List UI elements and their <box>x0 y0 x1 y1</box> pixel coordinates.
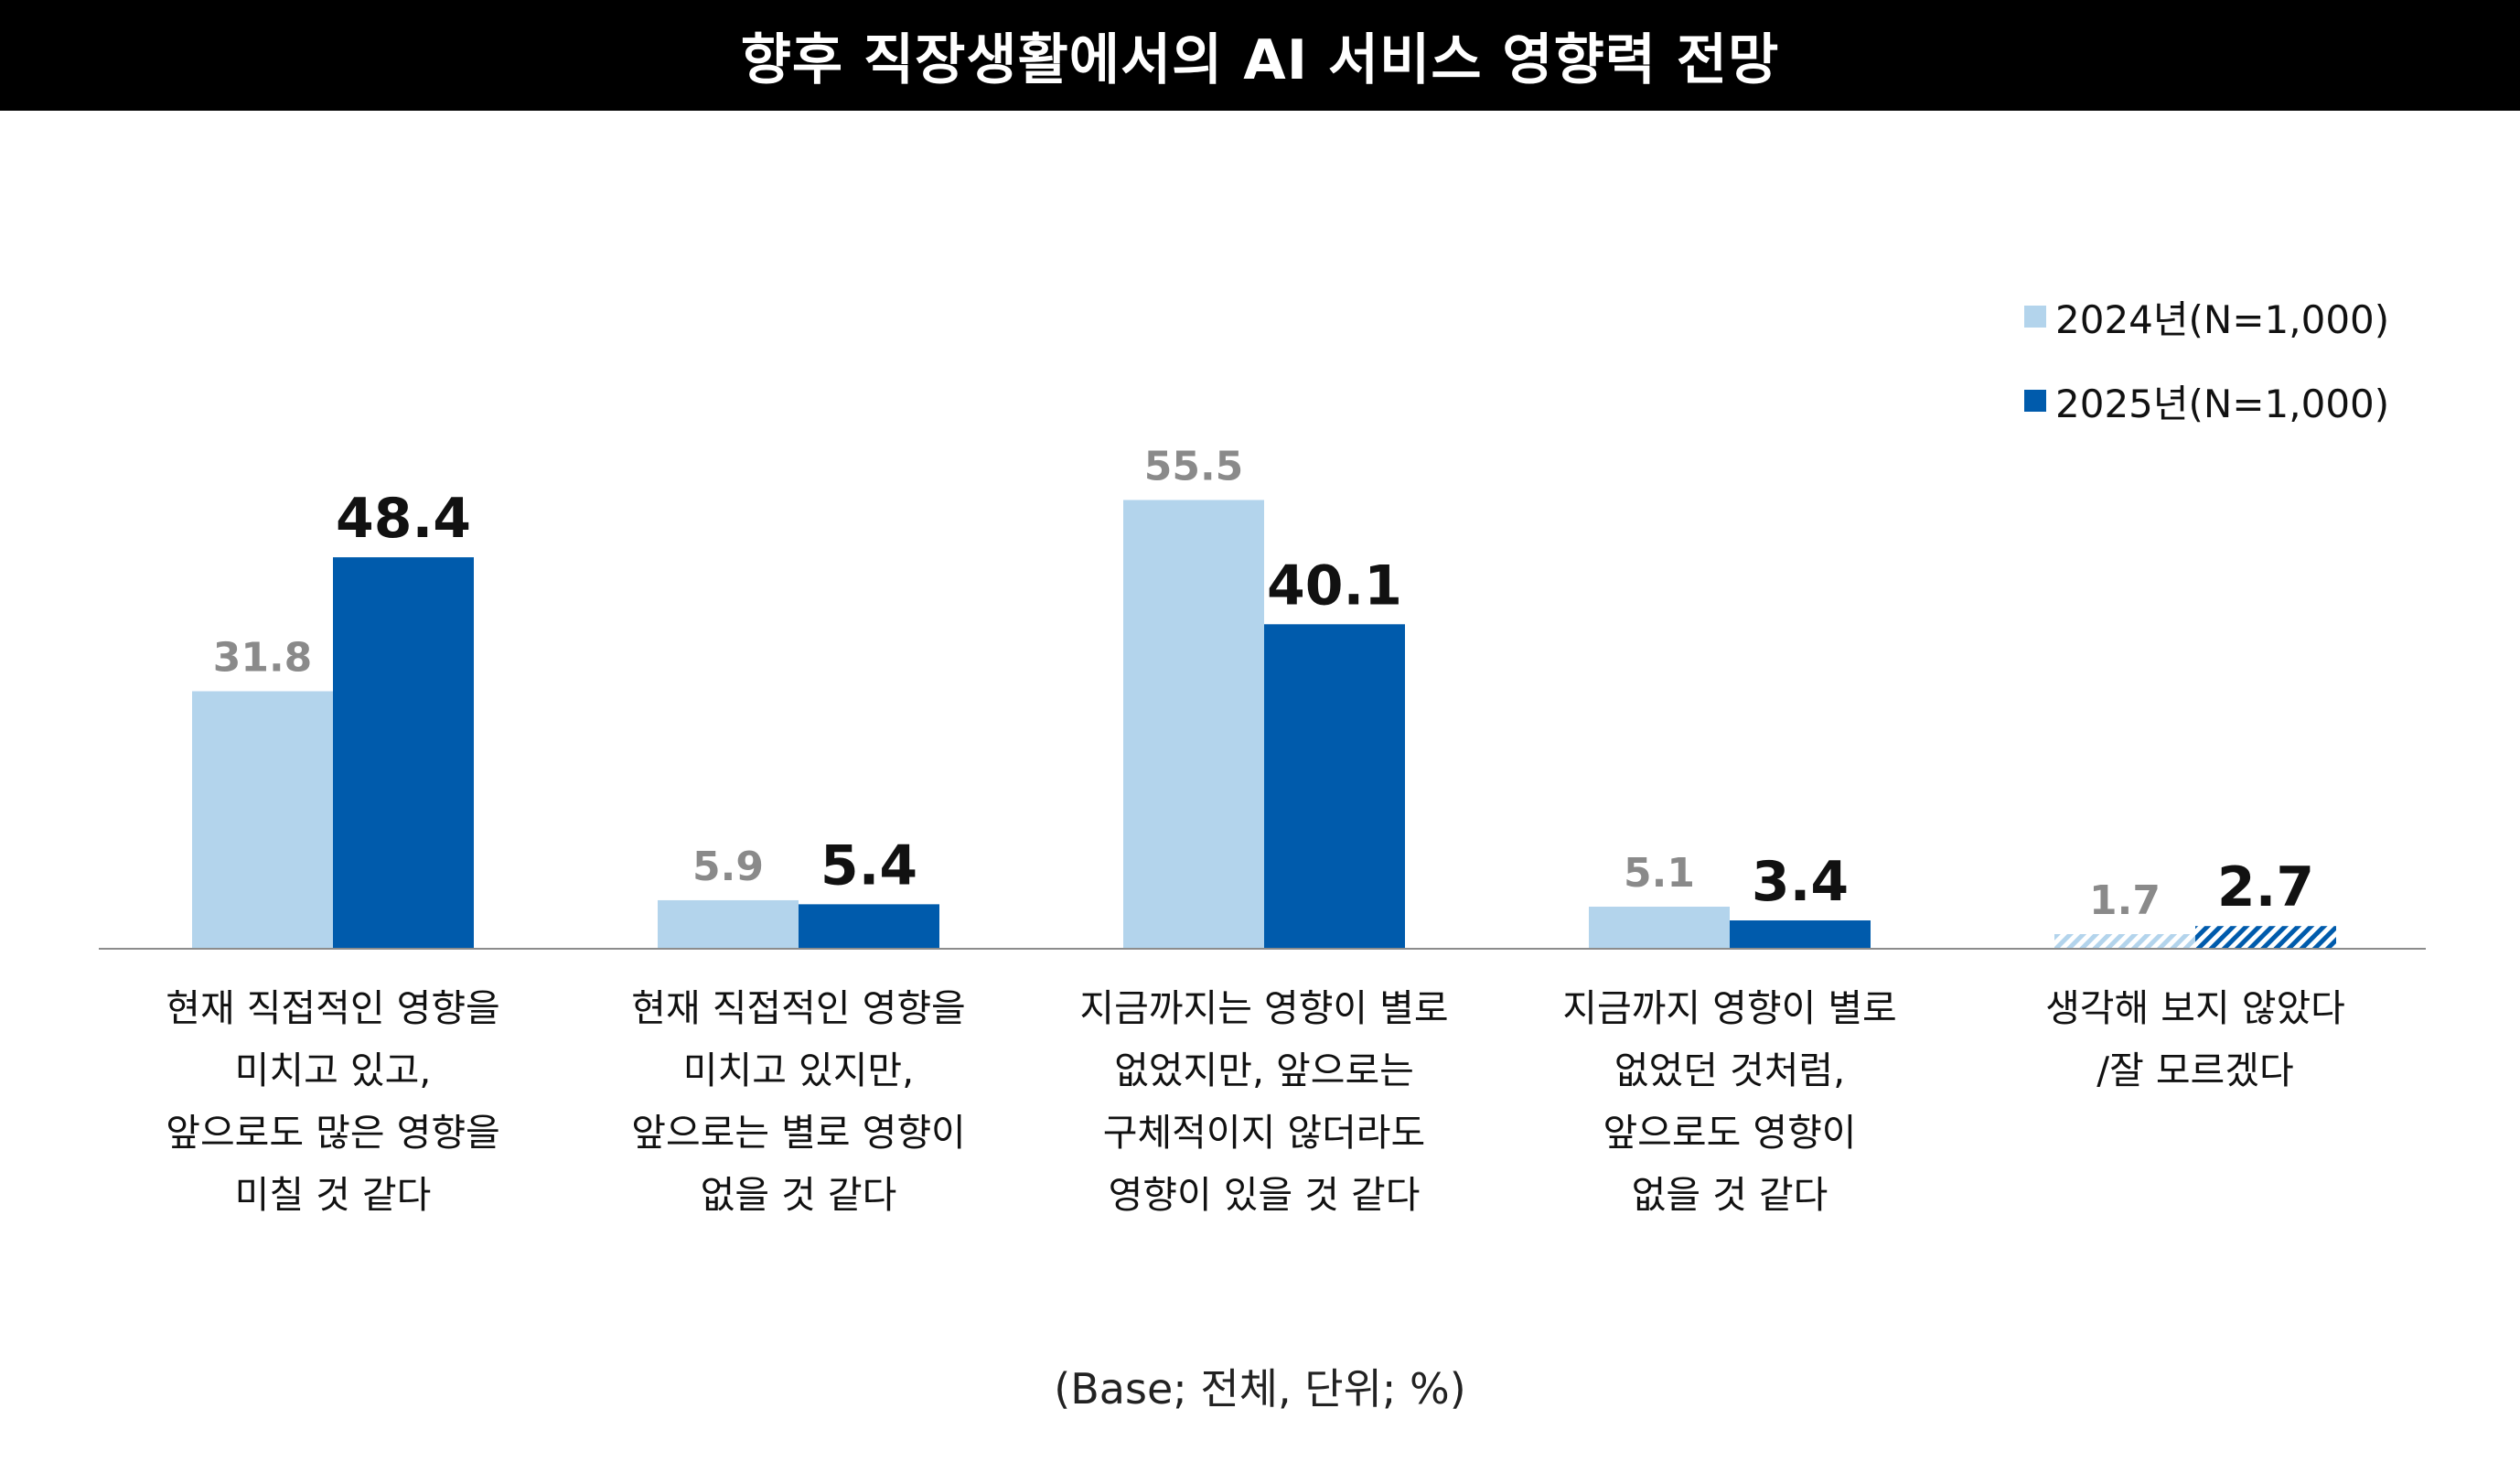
bar-2024-cat-3 <box>1123 500 1264 948</box>
value-label-2025-cat-3: 40.1 <box>1267 554 1402 618</box>
bar-2025-cat-5 <box>2195 926 2336 948</box>
bar-2025-cat-1 <box>333 557 474 948</box>
category-label-1: 현재 직접적인 영향을 미치고 있고, 앞으로도 많은 영향을 미칠 것 같다 <box>166 986 500 1217</box>
bar-2025-cat-4 <box>1730 920 1871 948</box>
category-label-3: 지금까지는 영향이 별로 없었지만, 앞으로는 구체적이지 않더라도 영향이 있… <box>1079 986 1449 1217</box>
legend-item-2024: 2024년(N=1,000) <box>2024 274 2389 359</box>
category-label-5: 생각해 보지 않았다 /잘 모르겠다 <box>2045 986 2345 1092</box>
value-label-2025-cat-1: 48.4 <box>336 487 471 551</box>
value-label-2024-cat-2: 5.9 <box>692 844 764 890</box>
value-label-2024-cat-5: 1.7 <box>2089 877 2161 924</box>
bar-2025-cat-2 <box>799 904 939 948</box>
base-note: (Base; 전체, 단위; %) <box>1054 1364 1466 1414</box>
value-label-2024-cat-3: 55.5 <box>1144 443 1244 489</box>
value-label-2025-cat-4: 3.4 <box>1752 850 1849 914</box>
legend: 2024년(N=1,000) 2025년(N=1,000) <box>2024 274 2389 443</box>
legend-label-2024: 2024년(N=1,000) <box>2055 296 2390 342</box>
bar-2025-cat-3 <box>1264 624 1405 948</box>
chart-title: 향후 직장생활에서의 AI 서비스 영향력 전망 <box>740 28 1780 92</box>
title-bar: 향후 직장생활에서의 AI 서비스 영향력 전망 <box>0 0 2520 111</box>
legend-swatch-2024 <box>2024 306 2046 328</box>
value-label-2025-cat-5: 2.7 <box>2217 855 2314 919</box>
value-label-2025-cat-2: 5.4 <box>820 833 917 898</box>
bar-2024-cat-1 <box>192 691 333 948</box>
category-label-4: 지금까지 영향이 별로 없었던 것처럼, 앞으로도 영향이 없을 것 같다 <box>1562 986 1897 1217</box>
bar-2024-cat-4 <box>1589 907 1730 948</box>
value-label-2024-cat-1: 31.8 <box>213 635 313 682</box>
legend-label-2025: 2025년(N=1,000) <box>2055 381 2390 426</box>
category-label-2: 현재 직접적인 영향을 미치고 있지만, 앞으로는 별로 영향이 없을 것 같다 <box>631 986 966 1217</box>
legend-swatch-2025 <box>2024 390 2046 412</box>
bar-2024-cat-2 <box>658 899 799 948</box>
value-label-2024-cat-4: 5.1 <box>1624 850 1695 897</box>
bar-2024-cat-5 <box>2054 934 2195 948</box>
legend-item-2025: 2025년(N=1,000) <box>2024 359 2389 443</box>
